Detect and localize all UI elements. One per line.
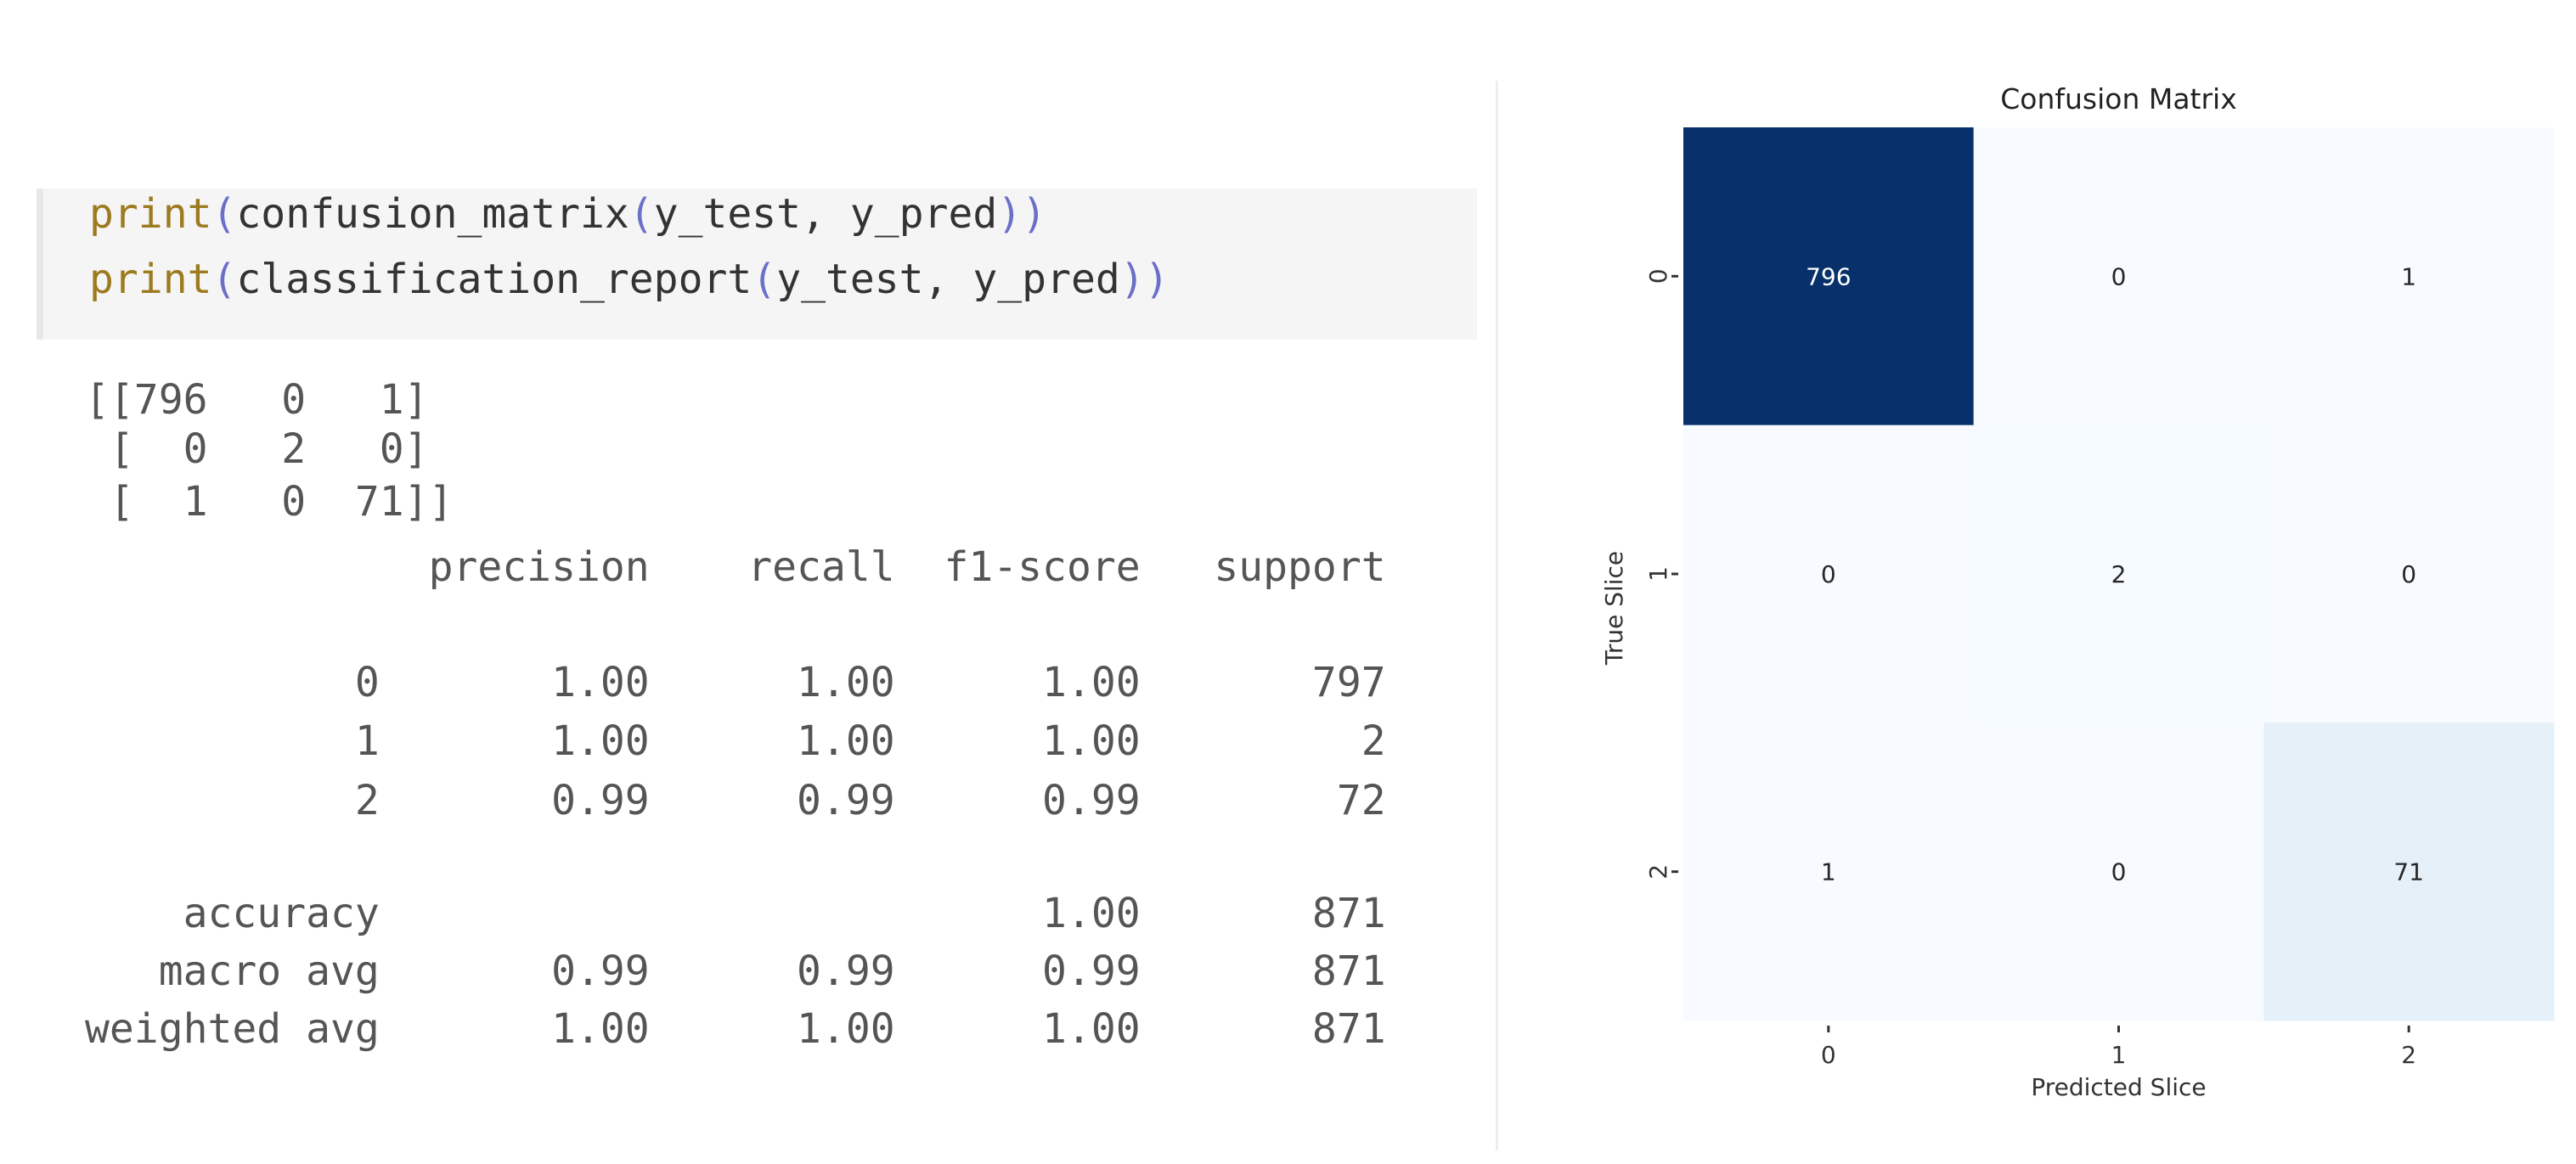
cell-value-label: 1	[1821, 858, 1836, 886]
heatmap-cell	[1683, 127, 1975, 426]
heatmap-cell	[2263, 723, 2555, 1021]
cell-value-label: 1	[2401, 262, 2416, 290]
output-line: [[796 0 1]	[85, 376, 429, 424]
output-line: 2 0.99 0.99 0.99 72	[85, 777, 1386, 824]
x-tick-label: 1	[2111, 1041, 2127, 1069]
panel-divider	[1496, 81, 1498, 1150]
output-line: 1 1.00 1.00 1.00 2	[85, 717, 1386, 765]
code-call: classification_report	[236, 256, 753, 303]
x-axis-label: Predicted Slice	[2031, 1073, 2206, 1101]
chart-title: Confusion Matrix	[2000, 82, 2237, 115]
heatmap-cell	[1973, 723, 2264, 1021]
y-axis-label: True Slice	[1600, 551, 1628, 666]
cell-value-label: 0	[1821, 560, 1836, 588]
code-args: y_test, y_pred	[653, 190, 998, 238]
cell-value-label: 0	[2111, 858, 2127, 886]
code-line-2: print(classification_report(y_test, y_pr…	[89, 256, 1170, 303]
cell-value-label: 0	[2401, 560, 2416, 588]
output-line: [ 0 2 0]	[85, 425, 429, 473]
y-tick-label: 1	[1644, 566, 1672, 582]
output-line: weighted avg 1.00 1.00 1.00 871	[85, 1005, 1386, 1053]
code-call: confusion_matrix	[236, 190, 629, 238]
cell-value-label: 796	[1806, 262, 1851, 290]
cell-value-label: 0	[2111, 262, 2127, 290]
cell-value-label: 71	[2393, 858, 2424, 886]
x-tick-label: 2	[2401, 1041, 2416, 1069]
cell-value-label: 2	[2111, 560, 2127, 588]
code-cell[interactable]	[37, 188, 1477, 340]
output-line: 0 1.00 1.00 1.00 797	[85, 659, 1386, 706]
output-line: macro avg 0.99 0.99 0.99 871	[85, 948, 1386, 995]
heatmap-cell	[1973, 127, 2264, 426]
x-tick-label: 0	[1821, 1041, 1836, 1069]
heatmap-cell	[1683, 723, 1975, 1021]
output-line: [ 1 0 71]]	[85, 478, 454, 526]
code-fn: print	[89, 256, 212, 303]
heatmap-cell	[2263, 127, 2555, 426]
y-tick-label: 0	[1644, 268, 1672, 284]
heatmap-cell	[2263, 425, 2555, 723]
code-fn: print	[89, 190, 212, 238]
y-tick-label: 2	[1644, 864, 1672, 880]
heatmap-cell	[1683, 425, 1975, 723]
output-line: accuracy 1.00 871	[85, 890, 1386, 937]
code-args: y_test, y_pred	[776, 256, 1120, 303]
output-line: precision recall f1-score support	[85, 543, 1386, 591]
code-line-1: print(confusion_matrix(y_test, y_pred))	[89, 190, 1047, 238]
heatmap-cell	[1973, 425, 2264, 723]
